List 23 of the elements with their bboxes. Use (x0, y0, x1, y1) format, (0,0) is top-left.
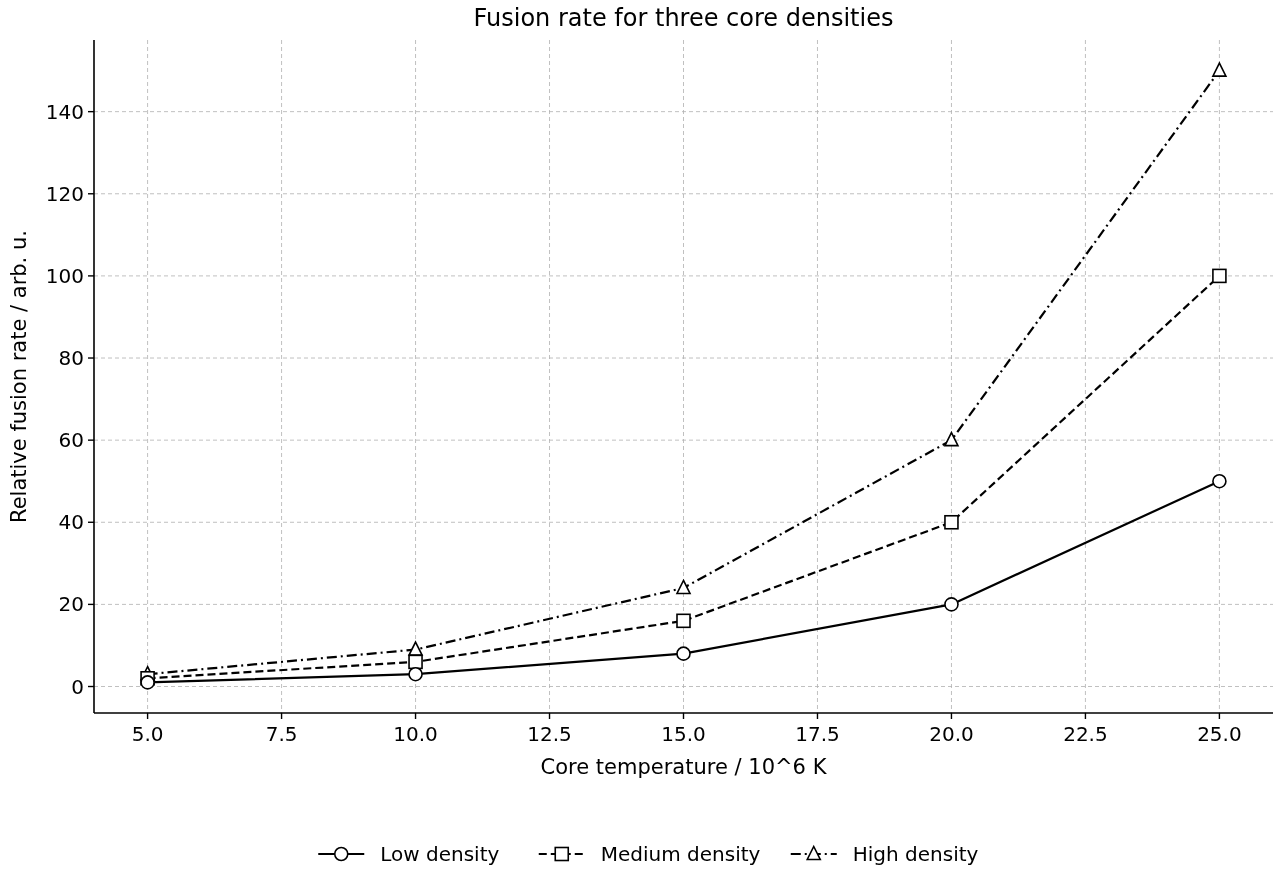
x-tick-label: 7.5 (265, 722, 298, 746)
legend-label: High density (852, 842, 979, 866)
y-tick-label: 80 (58, 346, 84, 371)
y-tick-label: 60 (58, 428, 84, 453)
x-tick-label: 20.0 (929, 722, 974, 746)
y-tick-label: 100 (45, 263, 84, 288)
legend-label: Medium density (600, 842, 761, 866)
x-tick-label: 22.5 (1063, 722, 1108, 746)
y-tick-label: 20 (58, 592, 84, 617)
x-axis-title: Core temperature / 10^6 K (540, 755, 828, 779)
chart-title: Fusion rate for three core densities (473, 4, 894, 32)
y-tick-label: 0 (71, 674, 84, 699)
x-tick-label: 12.5 (527, 722, 572, 746)
x-tick-label: 17.5 (795, 722, 840, 746)
y-tick-label: 40 (58, 510, 84, 535)
y-tick-label: 120 (45, 181, 84, 206)
y-tick-label: 140 (45, 99, 84, 124)
y-axis-title: Relative fusion rate / arb. u. (7, 230, 31, 523)
x-tick-label: 15.0 (661, 722, 706, 746)
x-tick-label: 5.0 (131, 722, 164, 746)
x-tick-label: 25.0 (1197, 722, 1242, 746)
x-tick-label: 10.0 (393, 722, 438, 746)
legend-label: Low density (380, 842, 500, 866)
